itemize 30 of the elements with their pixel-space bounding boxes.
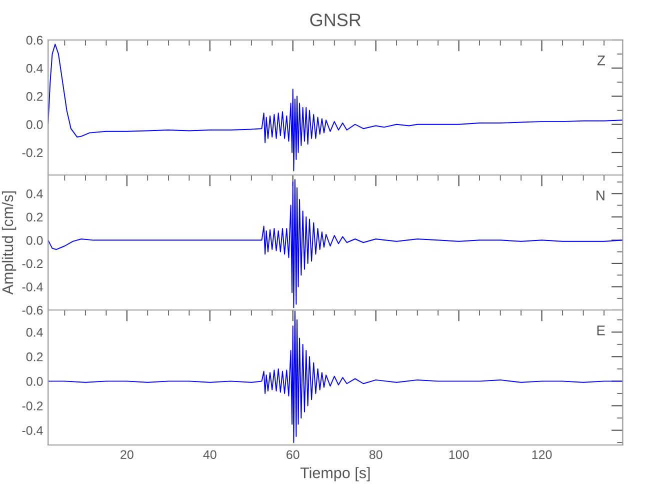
y-tick-label: -0.2 [22,148,43,158]
y-tick-label: 0.4 [26,328,43,337]
x-tick-label: 40 [203,450,216,460]
x-tick-label: 100 [449,450,469,460]
y-tick-label: -0.2 [22,402,43,410]
y-tick-label: -0.4 [22,282,43,292]
y-tick-label: 0.2 [26,352,43,362]
x-tick-label: 60 [286,450,300,460]
y-tick-label: -0.4 [22,426,43,435]
y-tick-label: 0.2 [26,92,43,101]
x-tick-label: 20 [120,450,134,460]
x-tick-label: 80 [369,450,382,460]
y-tick-label: 0.2 [26,212,43,222]
y-tick-label: 0.0 [26,376,43,386]
x-axis-title: Tiempo [s] [300,467,370,482]
y-tick-label: -0.2 [22,259,43,268]
line-series [48,179,623,308]
y-tick-label: 0.4 [26,64,43,73]
y-tick-label: 0.6 [26,36,43,45]
y-tick-label: 0.0 [26,120,43,130]
line-series [48,44,623,172]
x-tick-label: 120 [532,450,552,460]
annotation: E [597,326,605,336]
annotation: Z [597,56,606,66]
y-tick-label: -0.6 [22,306,43,315]
annotation: N [596,190,604,200]
chart-title: GNSR [310,14,361,26]
y-axis-title: Amplitud [cm/s] [2,191,16,295]
y-tick-label: 0.0 [26,236,43,245]
y-tick-label: 0.4 [26,189,43,198]
